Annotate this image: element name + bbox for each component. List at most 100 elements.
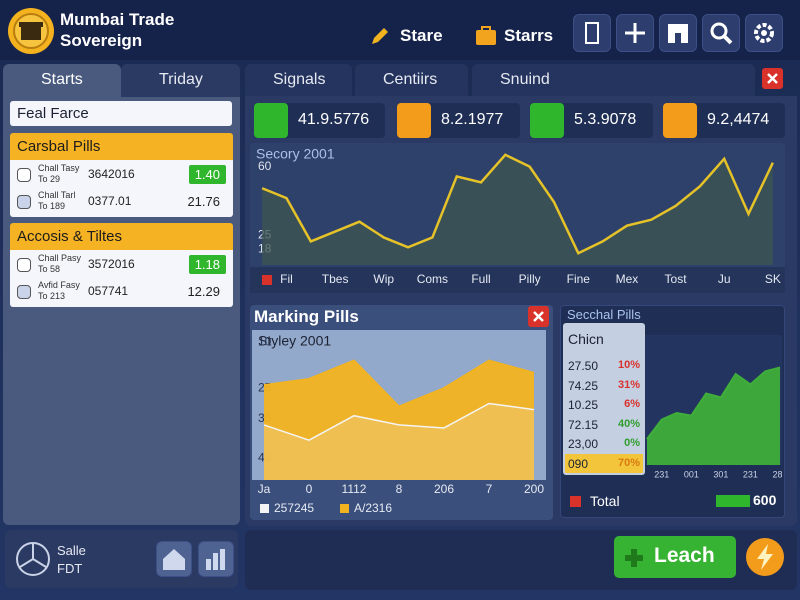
plus-icon [625, 549, 643, 567]
main-tab[interactable]: Snuind [472, 64, 755, 96]
footer-text: Salle FDT [57, 542, 86, 578]
row-sub: To 213 [38, 291, 66, 301]
close-button[interactable] [528, 306, 549, 327]
row-value[interactable]: 21.76 [187, 194, 220, 209]
title-line: Sovereign [60, 31, 143, 50]
x-tick-label: Fil [280, 272, 293, 286]
table-cell: 31% [617, 378, 640, 391]
legend-swatch [260, 504, 269, 513]
chart-title: Styley 2001 [258, 333, 331, 349]
table-cell: 74.25 [568, 378, 599, 393]
table-cell: 10% [617, 359, 640, 371]
home-button[interactable] [156, 541, 192, 577]
x-tick-label: Fine [567, 272, 591, 286]
stat-value: 41.9.5776 [298, 111, 370, 128]
x-tick-label: Full [471, 272, 490, 286]
footer-line: FDT [57, 561, 83, 576]
x-tick-label: 281 [772, 469, 782, 479]
row-name: Avfid Fasy [38, 280, 80, 290]
area-line [263, 359, 535, 408]
x-tick-label: Wip [373, 272, 394, 286]
search-box[interactable]: Feal Farce [10, 101, 232, 126]
row-value[interactable]: 12.29 [187, 284, 220, 299]
y-tick-label: 10 [258, 334, 272, 348]
stat-icon [530, 103, 564, 138]
table-cell: 40% [617, 417, 640, 430]
table-cell: 23,00 [568, 437, 599, 451]
table-cell: 090 [568, 456, 589, 471]
area-chart: 231 001 301 231 281 [645, 335, 782, 479]
row-name: Chall Pasy [38, 253, 82, 263]
x-tick-label: 231 [654, 469, 669, 479]
table-cell: 72.15 [568, 417, 599, 432]
row-sub: To 58 [38, 264, 61, 274]
panel-title: Marking Pills [254, 307, 359, 326]
row-icon [17, 258, 31, 272]
table-cell: 70% [617, 456, 640, 469]
chart-title: Secory 2001 [256, 146, 335, 162]
row-badge[interactable]: 1.40 [188, 165, 226, 184]
secchal-table [563, 323, 645, 475]
y-tick-label: 60 [258, 159, 272, 173]
x-tick-label: 206 [434, 482, 454, 496]
icon-button[interactable] [659, 14, 697, 52]
stat-value: 8.2.1977 [441, 111, 504, 128]
main-tab[interactable]: Centiirs [355, 64, 468, 96]
group-header[interactable]: Accosis & Tiltes [10, 223, 233, 250]
table-header: Chicn [568, 331, 604, 347]
x-tick-label: Ja [258, 482, 271, 496]
x-tick-label: Coms [417, 272, 448, 286]
footer-icon [16, 542, 50, 576]
row-badge[interactable]: 1.18 [188, 255, 226, 274]
x-tick-label: SK [765, 272, 781, 286]
area [264, 403, 534, 480]
row-name: Chall Tarl [38, 190, 76, 200]
icon-button[interactable] [702, 14, 740, 52]
total-label: Total [590, 493, 620, 509]
area-line [263, 402, 535, 442]
pencil-icon [372, 28, 388, 44]
action-button[interactable]: Stare [400, 26, 443, 45]
area [647, 367, 780, 465]
icon-button[interactable] [616, 14, 654, 52]
icon-button[interactable] [573, 14, 611, 52]
area-chart: Styley 200110253548Ja0111282067200257245… [252, 330, 546, 515]
x-tick-label: Ju [718, 272, 731, 286]
label-icon [262, 275, 272, 285]
area-line [646, 366, 781, 440]
x-tick-label: 200 [524, 482, 544, 496]
row-sub: To 189 [38, 201, 66, 211]
x-tick-label: Tost [665, 272, 688, 286]
sidebar-tab[interactable]: Triday [121, 64, 240, 97]
title-line: Mumbai Trade [60, 10, 175, 29]
table-cell: 0% [624, 437, 640, 449]
icon-button[interactable] [745, 14, 783, 52]
area [264, 360, 534, 480]
legend-label: 257245 [274, 501, 314, 515]
group-header[interactable]: Carsbal Pills [10, 133, 233, 160]
chart-button[interactable] [198, 541, 234, 577]
logo [8, 8, 54, 54]
panel-title: Secchal Pills [567, 307, 641, 322]
main-tab[interactable]: Signals [245, 64, 352, 96]
row-icon [17, 168, 31, 182]
table-cell: 27.50 [568, 359, 599, 373]
label-strip [250, 267, 785, 293]
stat-icon [254, 103, 288, 138]
x-tick-label: 0 [306, 482, 313, 496]
close-button[interactable] [762, 68, 783, 89]
legend-label: A/2316 [354, 501, 392, 515]
x-tick-label: 7 [486, 482, 493, 496]
sidebar-tab[interactable]: Starts [3, 64, 121, 97]
x-tick-label: 301 [713, 469, 728, 479]
table-cell: 10.25 [568, 398, 599, 412]
x-tick-label: 8 [396, 482, 403, 496]
total-value: 600 [753, 492, 777, 508]
action-button[interactable]: Starrs [504, 26, 554, 45]
row-icon [17, 285, 31, 299]
row-sub: To 29 [38, 174, 61, 184]
x-tick-label: 1112 [342, 482, 367, 496]
line-area [262, 154, 773, 265]
bolt-button[interactable] [744, 536, 786, 578]
